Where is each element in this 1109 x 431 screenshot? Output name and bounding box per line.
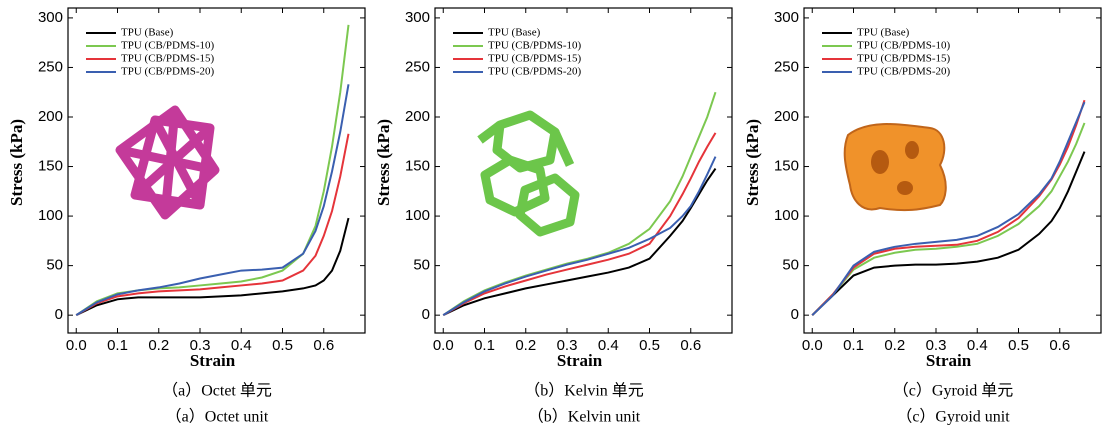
y-axis-label: Stress (kPa)	[7, 119, 26, 206]
legend-label: TPU (Base)	[857, 27, 910, 39]
x-tick-label: 0.1	[474, 337, 495, 354]
legend-label: TPU (CB/PDMS-10)	[121, 40, 215, 52]
x-tick-label: 0.0	[802, 337, 823, 354]
x-tick-label: 0.2	[515, 337, 536, 354]
y-tick-label: 150	[774, 158, 799, 175]
legend-label: TPU (Base)	[121, 27, 174, 39]
y-tick-label: 300	[774, 9, 799, 26]
figure: 0501001502002503000.00.10.20.30.40.50.6S…	[0, 0, 1109, 431]
caption-en: （b）Kelvin unit	[528, 408, 641, 426]
y-axis-label: Stress (kPa)	[743, 119, 762, 206]
caption-zh: （b）Kelvin 单元	[524, 382, 644, 400]
legend-label: TPU (CB/PDMS-15)	[488, 53, 582, 65]
caption-zh: （c）Gyroid 单元	[893, 382, 1013, 400]
y-tick-label: 200	[405, 108, 430, 125]
octet-cell-image	[120, 110, 215, 215]
y-tick-label: 250	[405, 58, 430, 75]
y-tick-label: 100	[774, 207, 799, 224]
caption-en: （a）Octet unit	[166, 408, 269, 426]
y-tick-label: 100	[38, 207, 63, 224]
y-tick-label: 50	[413, 257, 430, 274]
legend-label: TPU (Base)	[488, 27, 541, 39]
x-tick-label: 0.6	[313, 337, 334, 354]
legend-label: TPU (CB/PDMS-10)	[488, 40, 582, 52]
x-tick-label: 0.6	[680, 337, 701, 354]
legend-label: TPU (CB/PDMS-15)	[857, 53, 951, 65]
x-tick-label: 0.6	[1049, 337, 1070, 354]
y-tick-label: 300	[38, 9, 63, 26]
y-tick-label: 200	[38, 108, 63, 125]
x-tick-label: 0.0	[433, 337, 454, 354]
kelvin-cell-image	[480, 115, 575, 232]
x-tick-label: 0.0	[66, 337, 87, 354]
x-tick-label: 0.5	[272, 337, 293, 354]
y-tick-label: 300	[405, 9, 430, 26]
y-tick-label: 0	[791, 306, 799, 323]
caption-en: （c）Gyroid unit	[896, 408, 1010, 426]
x-tick-label: 0.2	[884, 337, 905, 354]
series-line	[76, 84, 348, 315]
x-axis-label: Strain	[190, 351, 236, 370]
caption-zh: （a）Octet 单元	[162, 382, 272, 400]
x-tick-label: 0.5	[1008, 337, 1029, 354]
gyroid-cell-image	[845, 124, 946, 210]
x-axis-label: Strain	[557, 351, 603, 370]
legend-label: TPU (CB/PDMS-20)	[121, 66, 215, 78]
y-tick-label: 250	[38, 58, 63, 75]
y-tick-label: 50	[782, 257, 799, 274]
plot-frame	[435, 8, 732, 333]
y-tick-label: 150	[38, 158, 63, 175]
legend-label: TPU (CB/PDMS-15)	[121, 53, 215, 65]
y-axis-label: Stress (kPa)	[374, 119, 393, 206]
y-tick-label: 100	[405, 207, 430, 224]
legend-label: TPU (CB/PDMS-20)	[857, 66, 951, 78]
legend-label: TPU (CB/PDMS-10)	[857, 40, 951, 52]
y-tick-label: 50	[46, 257, 63, 274]
x-axis-label: Strain	[926, 351, 972, 370]
y-tick-label: 0	[422, 306, 430, 323]
legend-label: TPU (CB/PDMS-20)	[488, 66, 582, 78]
y-tick-label: 150	[405, 158, 430, 175]
x-tick-label: 0.1	[843, 337, 864, 354]
y-tick-label: 200	[774, 108, 799, 125]
x-tick-label: 0.1	[107, 337, 128, 354]
y-tick-label: 0	[55, 306, 63, 323]
series-line	[443, 92, 715, 315]
x-tick-label: 0.2	[148, 337, 169, 354]
x-tick-label: 0.5	[639, 337, 660, 354]
y-tick-label: 250	[774, 58, 799, 75]
